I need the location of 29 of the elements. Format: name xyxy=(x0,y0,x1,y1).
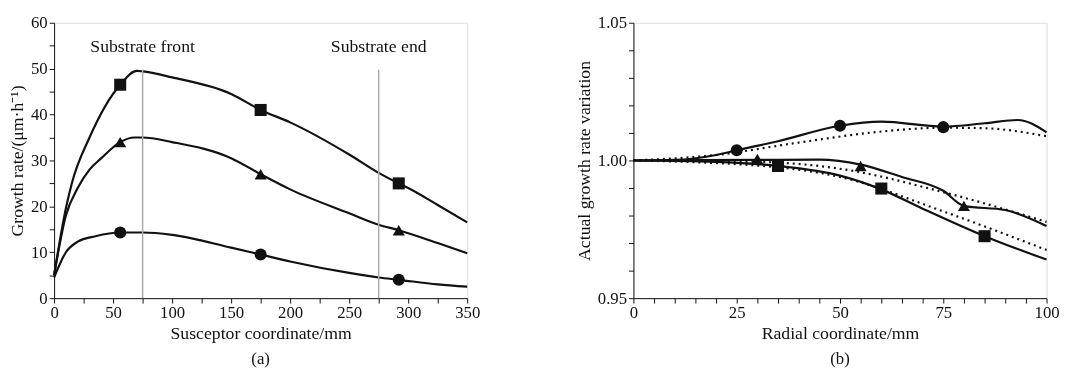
y-tick-label: 50 xyxy=(30,59,48,79)
x-tick-label: 200 xyxy=(278,303,304,323)
y-tick-label: 20 xyxy=(30,196,48,216)
x-tick-label: 50 xyxy=(832,303,849,323)
x-tick-label: 75 xyxy=(935,303,953,323)
y-tick-label: 40 xyxy=(30,104,48,124)
text: (a) xyxy=(251,349,270,369)
x-tick-label: 150 xyxy=(219,303,245,323)
x-axis-title: Radial coordinate/mm xyxy=(761,322,920,343)
y-tick-label: 1.00 xyxy=(597,150,628,170)
x-tick-label: 50 xyxy=(105,303,122,323)
x-tick-label: 250 xyxy=(337,303,363,323)
y-axis-title: Growth rate/(μm·h⁻¹) xyxy=(7,85,28,237)
ref-line-label: Substrate end xyxy=(330,36,427,57)
text: (b) xyxy=(830,349,850,369)
y-tick-label: 0.95 xyxy=(597,288,628,308)
y-tick-label: 30 xyxy=(30,150,48,170)
x-axis-title: Susceptor coordinate/mm xyxy=(170,322,353,343)
x-tick-label: 350 xyxy=(455,303,481,323)
x-tick-label: 25 xyxy=(728,303,746,323)
x-tick-label: 100 xyxy=(1034,303,1060,323)
y-tick-label: 10 xyxy=(30,242,48,262)
y-tick-label: 0 xyxy=(39,288,48,308)
y-axis-title: Actual growth rate variation xyxy=(573,60,594,261)
x-tick-label: 100 xyxy=(160,303,186,323)
y-tick-label: 1.05 xyxy=(597,13,628,33)
y-tick-label: 60 xyxy=(30,13,48,33)
ref-line-label: Substrate front xyxy=(90,36,196,57)
x-tick-label: 300 xyxy=(396,303,422,323)
